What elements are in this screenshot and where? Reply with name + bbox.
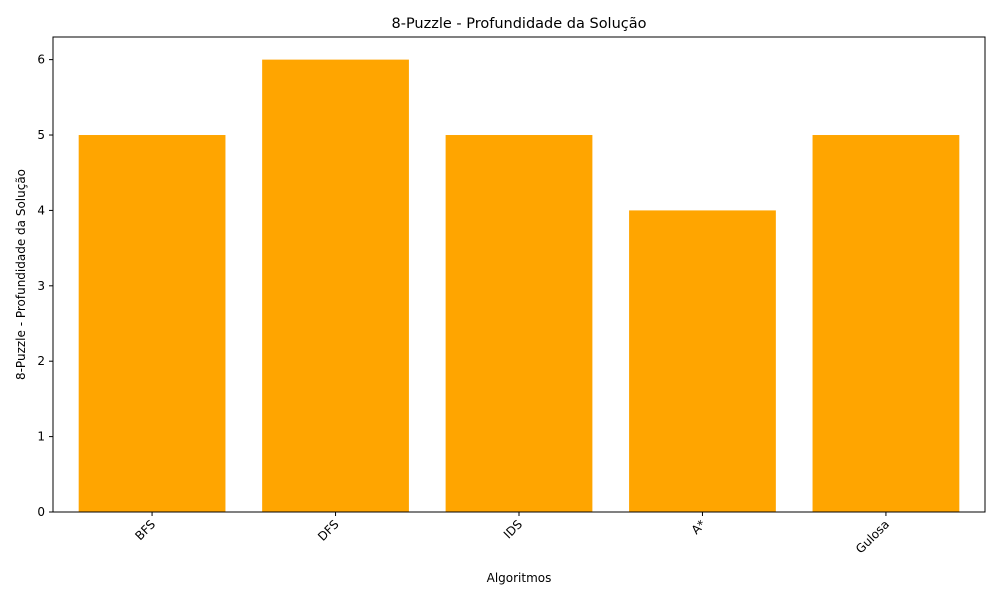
x-axis-ticks: BFS DFS IDS A* Gulosa — [132, 512, 892, 556]
y-tick-label: 2 — [37, 354, 45, 368]
x-axis-title: Algoritmos — [487, 571, 552, 585]
bars-group — [78, 59, 960, 512]
y-tick-label: 5 — [37, 128, 45, 142]
x-tick-label: IDS — [501, 517, 525, 541]
bar-bfs — [78, 135, 226, 512]
chart-title: 8-Puzzle - Profundidade da Solução — [391, 16, 646, 32]
bar-dfs — [262, 59, 409, 512]
y-axis-ticks: 0 1 2 3 4 5 6 — [37, 53, 53, 519]
x-tick-label: BFS — [132, 517, 158, 543]
y-axis-title: 8-Puzzle - Profundidade da Solução — [14, 169, 28, 380]
y-tick-label: 4 — [37, 203, 45, 217]
y-tick-label: 3 — [37, 279, 45, 293]
x-tick-label: A* — [689, 517, 709, 537]
y-tick-label: 6 — [37, 53, 45, 67]
y-tick-label: 1 — [37, 430, 45, 444]
plot-frame — [52, 36, 986, 513]
bar-a — [629, 210, 776, 512]
bar-ids — [445, 135, 593, 512]
x-tick-label: DFS — [315, 517, 342, 544]
bar-gulosa — [812, 135, 960, 512]
x-tick-label: Gulosa — [853, 517, 892, 556]
y-tick-label: 0 — [37, 505, 45, 519]
